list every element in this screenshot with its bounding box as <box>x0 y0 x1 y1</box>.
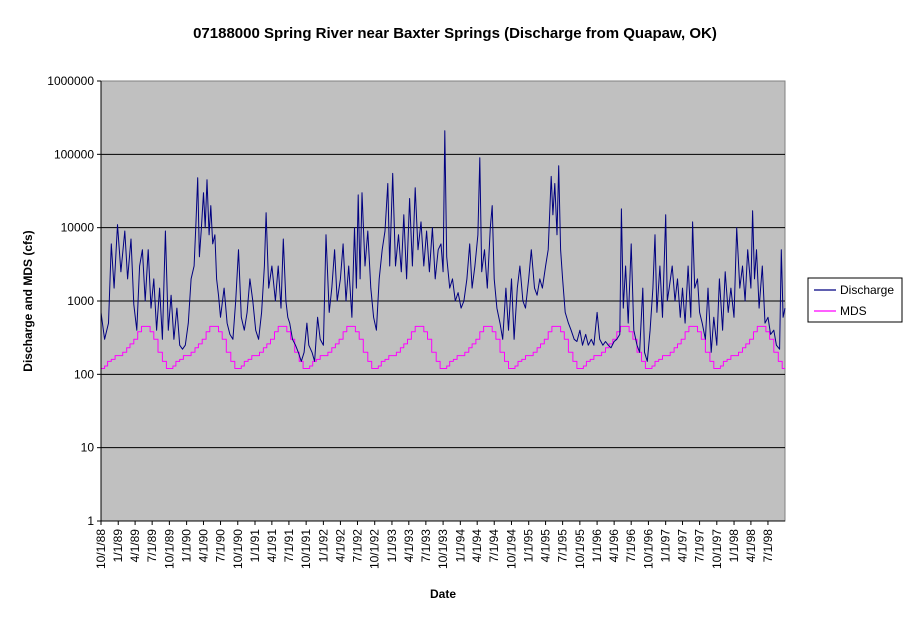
x-tick-label: 10/1/90 <box>231 529 245 569</box>
x-tick-label: 10/1/88 <box>94 529 108 569</box>
legend-label-discharge: Discharge <box>840 283 894 297</box>
x-tick-label: 4/1/95 <box>539 529 553 563</box>
x-tick-label: 1/1/89 <box>111 529 125 563</box>
legend: Discharge MDS <box>807 277 903 323</box>
y-tick-label: 10000 <box>61 221 95 235</box>
x-tick-label: 7/1/93 <box>419 529 433 563</box>
x-tick-label: 1/1/92 <box>316 529 330 563</box>
x-tick-label: 7/1/90 <box>214 529 228 563</box>
x-tick-label: 10/1/94 <box>504 529 518 569</box>
x-axis-title: Date <box>430 587 456 601</box>
x-axis: 10/1/88 1/1/89 4/1/89 7/1/89 10/1/89 1/1/90 4/… <box>94 520 785 569</box>
x-tick-label: 10/1/89 <box>162 529 176 569</box>
y-tick-label: 100 <box>74 367 94 381</box>
x-tick-label: 4/1/93 <box>402 529 416 563</box>
x-tick-label: 1/1/94 <box>453 529 467 563</box>
legend-label-mds: MDS <box>840 304 867 318</box>
y-tick-label: 1000000 <box>47 74 94 88</box>
x-tick-label: 4/1/90 <box>196 529 210 563</box>
x-tick-label: 4/1/98 <box>744 529 758 563</box>
x-tick-label: 4/1/91 <box>265 529 279 563</box>
chart-title: 07188000 Spring River near Baxter Spring… <box>193 25 717 42</box>
legend-box <box>807 277 903 323</box>
y-tick-label: 10 <box>81 441 95 455</box>
y-axis-title: Discharge and MDS (cfs) <box>21 230 35 371</box>
series-layer <box>100 130 786 369</box>
x-tick-label: 10/1/91 <box>299 529 313 569</box>
x-tick-label: 1/1/97 <box>659 529 673 563</box>
x-tick-label: 4/1/92 <box>333 529 347 563</box>
x-tick-label: 7/1/92 <box>350 529 364 563</box>
series-line-discharge <box>100 130 786 362</box>
x-tick-label: 1/1/91 <box>248 529 262 563</box>
x-tick-label: 1/1/95 <box>522 529 536 563</box>
x-tick-label: 7/1/98 <box>761 529 775 563</box>
x-tick-label: 7/1/94 <box>487 529 501 563</box>
x-tick-label: 10/1/93 <box>436 529 450 569</box>
x-tick-label: 7/1/95 <box>556 529 570 563</box>
series-line-mds <box>101 325 785 369</box>
x-tick-label: 10/1/96 <box>641 529 655 569</box>
x-tick-label: 7/1/97 <box>693 529 707 563</box>
x-tick-label: 4/1/94 <box>470 529 484 563</box>
x-tick-label: 10/1/97 <box>710 529 724 569</box>
x-tick-label: 4/1/96 <box>607 529 621 563</box>
x-tick-label: 10/1/92 <box>368 529 382 569</box>
x-tick-label: 7/1/91 <box>282 529 296 563</box>
y-tick-label: 100000 <box>54 147 94 161</box>
x-tick-label: 1/1/90 <box>180 529 194 563</box>
x-tick-label: 1/1/93 <box>385 529 399 563</box>
x-tick-label: 4/1/97 <box>676 529 690 563</box>
x-tick-label: 1/1/98 <box>727 529 741 563</box>
plot-area <box>100 80 786 522</box>
x-tick-label: 7/1/96 <box>624 529 638 563</box>
x-tick-label: 7/1/89 <box>145 529 159 563</box>
x-tick-label: 1/1/96 <box>590 529 604 563</box>
y-axis: 1 10 100 1000 10000 100000 1000000 <box>47 74 102 528</box>
x-tick-label: 10/1/95 <box>573 529 587 569</box>
x-tick-label: 4/1/89 <box>128 529 142 563</box>
y-tick-label: 1 <box>87 514 94 528</box>
y-tick-label: 1000 <box>67 294 94 308</box>
gridlines <box>101 153 785 449</box>
